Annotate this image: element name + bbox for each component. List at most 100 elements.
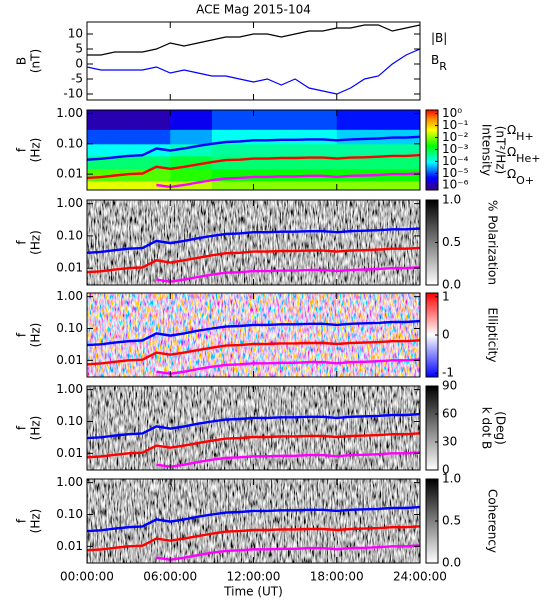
colorbar-tick-label: 10⁻⁶	[442, 178, 469, 192]
plot-area	[87, 386, 420, 470]
spectrogram-cell	[253, 143, 296, 157]
legend-entry-base: |B|	[431, 31, 447, 45]
colorbar-tick-label: 0	[442, 463, 450, 477]
spectrogram-cell	[336, 110, 379, 130]
y-tick-label: 1.00	[56, 106, 83, 120]
colorbar-tick-label: 0	[442, 328, 450, 342]
spectrogram-cell	[336, 143, 379, 157]
y-tick-label: 1.00	[56, 289, 83, 303]
colorbar-unit: (nT²/Hz)	[494, 126, 508, 174]
legend-entry-sub: He+	[516, 152, 540, 165]
y-tick-label: 0.01	[56, 167, 83, 181]
data-line	[87, 412, 420, 440]
y-axis-label: f	[15, 147, 29, 152]
spectrogram-cell	[336, 180, 379, 190]
colorbar-label: Ellipticity	[486, 308, 500, 363]
y-tick-label: 1.00	[56, 196, 83, 210]
plot-area	[87, 293, 420, 377]
spectrogram-cell	[128, 180, 171, 190]
x-tick-label: 24:00:00	[393, 570, 447, 584]
y-tick-label: 0.01	[56, 261, 83, 275]
spectrogram-cell	[336, 129, 379, 145]
spectrogram-cell	[295, 180, 338, 190]
data-line	[156, 451, 420, 468]
y-axis-label: B	[15, 57, 29, 65]
colorbar-tick-label: 0.0	[442, 556, 461, 570]
legend-entry: |B|	[431, 31, 447, 45]
y-axis-label: f	[15, 518, 29, 523]
colorbar-tick-label: 10⁻¹	[442, 118, 469, 132]
spectrogram-cell	[211, 143, 254, 157]
y-tick-label: 0.10	[56, 414, 83, 428]
legend-entry-sub: R	[439, 60, 447, 73]
spectrogram-cell	[211, 110, 254, 130]
y-tick-label: 0	[75, 57, 83, 71]
spectrogram-cell	[253, 110, 296, 130]
data-line	[87, 432, 420, 459]
spectrogram-cell	[253, 168, 296, 182]
data-line	[156, 358, 420, 375]
spectrogram-cell	[170, 155, 213, 170]
spectrogram-cell	[253, 129, 296, 145]
colorbar-tick-label: 90	[442, 379, 457, 393]
legend-entry-base: B	[431, 53, 439, 67]
legend-entry: BR	[431, 53, 447, 73]
spectrogram-cell	[295, 110, 338, 130]
y-axis-label: f	[15, 425, 29, 430]
y-tick-label: 10	[68, 27, 83, 41]
spectrogram-cell	[336, 155, 379, 170]
spectrogram-cell	[128, 110, 171, 130]
colorbar-tick-label: 1.0	[442, 193, 461, 207]
y-axis-unit: (Hz)	[29, 230, 43, 255]
spectrogram-cell	[378, 155, 420, 170]
x-tick-label: 00:00:00	[60, 570, 114, 584]
spectrogram-cell	[211, 180, 254, 190]
legend-entry-base: Ω	[507, 167, 516, 181]
spectrogram-cell	[87, 110, 130, 130]
x-tick-label: 12:00:00	[227, 570, 281, 584]
colorbar	[425, 109, 439, 191]
plot-area	[87, 479, 420, 563]
data-line	[87, 505, 420, 533]
spectrogram-cell	[87, 129, 130, 145]
colorbar-label: Intensity	[480, 124, 494, 176]
legend-entry-sub: O+	[516, 174, 534, 187]
y-tick-label: -10	[63, 87, 83, 101]
colorbar-tick-label: 0.5	[442, 235, 461, 249]
spectrogram-cell	[378, 110, 420, 130]
colorbar-label: % Polarization	[486, 200, 500, 285]
spectrogram-cell	[170, 110, 213, 130]
colorbar-unit: (Deg)	[494, 411, 508, 445]
chart-title: ACE Mag 2015-104	[196, 3, 311, 17]
y-axis-label: f	[15, 240, 29, 245]
colorbar-tick-label: 10⁻⁴	[442, 154, 469, 168]
plot-area	[87, 200, 420, 285]
colorbar-tick-label: 1	[442, 289, 450, 303]
data-line	[87, 227, 420, 254]
colorbar-tick-label: 60	[442, 407, 457, 421]
spectrogram-cell	[128, 143, 171, 157]
data-line	[87, 339, 420, 366]
y-tick-label: 1.00	[56, 475, 83, 489]
y-tick-label: 0.10	[56, 321, 83, 335]
spectrogram-cell	[87, 143, 130, 157]
spectrogram-cell	[295, 129, 338, 145]
y-tick-label: 0.10	[56, 228, 83, 242]
y-axis-unit: (nT)	[29, 49, 43, 73]
spectrogram-cell	[170, 143, 213, 157]
y-tick-label: 0.10	[56, 507, 83, 521]
spectrogram-cell	[295, 155, 338, 170]
colorbar-tick-label: 10⁻²	[442, 130, 469, 144]
spectrogram-cell	[170, 129, 213, 145]
colorbar-tick-label: -1	[442, 366, 454, 380]
y-tick-label: 0.10	[56, 136, 83, 150]
colorbar-tick-label: 10⁻³	[442, 142, 469, 156]
y-tick-label: 0.01	[56, 539, 83, 553]
spectrogram-cell	[87, 180, 130, 190]
y-axis-unit: (Hz)	[29, 416, 43, 441]
data-line	[87, 246, 420, 274]
data-line	[156, 266, 420, 283]
spectrogram-cell	[378, 180, 420, 190]
plot-area	[87, 110, 420, 190]
